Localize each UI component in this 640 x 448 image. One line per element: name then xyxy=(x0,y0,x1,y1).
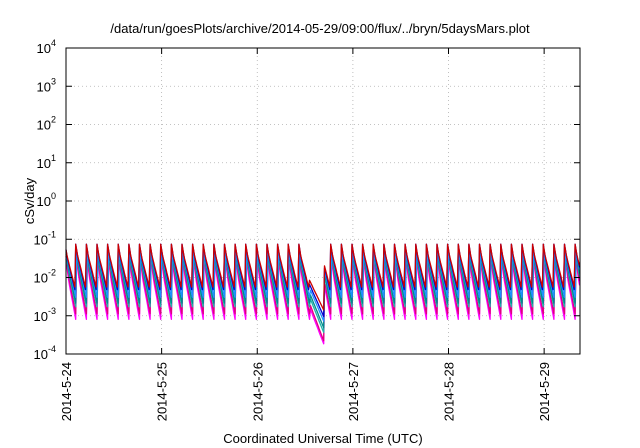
y-tick-label: 10-2 xyxy=(34,268,56,286)
series-group xyxy=(65,243,581,345)
y-tick-label: 101 xyxy=(37,153,56,171)
x-tick-label: 2014-5-24 xyxy=(59,362,74,421)
x-tick-label: 2014-5-25 xyxy=(155,362,170,421)
y-tick-label: 102 xyxy=(37,115,56,133)
x-tick-label: 2014-5-29 xyxy=(537,362,552,421)
x-tick-label: 2014-5-28 xyxy=(442,362,457,421)
y-tick-label: 103 xyxy=(37,76,56,94)
y-tick-label: 10-4 xyxy=(34,344,56,362)
x-tick-labels: 2014-5-24 2014-5-25 2014-5-26 2014-5-27 2014… xyxy=(59,362,552,421)
y-tick-label: 10-3 xyxy=(34,306,56,324)
tick-marks xyxy=(65,47,580,355)
x-axis-label: Coordinated Universal Time (UTC) xyxy=(223,431,422,446)
y-axis-label: cSv/day xyxy=(22,177,37,224)
y-tick-label: 10-1 xyxy=(34,229,56,247)
series-line-7 xyxy=(65,243,581,311)
x-tick-label: 2014-5-26 xyxy=(250,362,265,421)
y-tick-label: 104 xyxy=(37,38,56,56)
x-tick-label: 2014-5-27 xyxy=(346,362,361,421)
y-tick-label: 100 xyxy=(37,191,56,209)
chart-title: /data/run/goesPlots/archive/2014-05-29/0… xyxy=(110,21,530,36)
